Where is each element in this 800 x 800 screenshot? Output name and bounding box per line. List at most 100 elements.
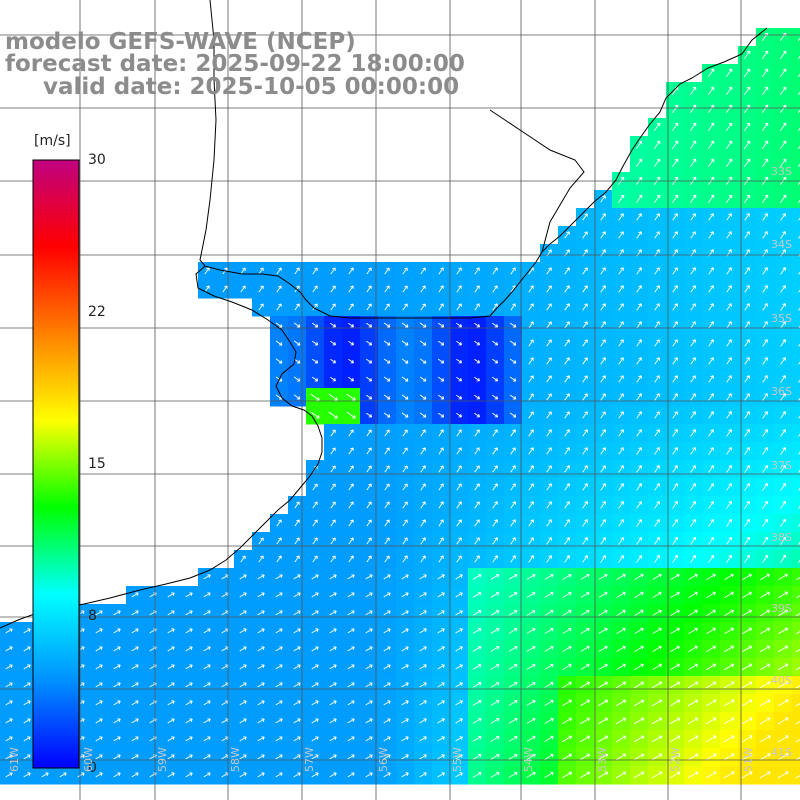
wind-arrow [724, 627, 735, 634]
wind-arrow [634, 591, 644, 598]
wind-arrow [651, 771, 663, 779]
wind-arrow [616, 717, 627, 725]
wind-arrow [689, 158, 697, 168]
wind-arrow [582, 303, 588, 311]
wind-arrow [185, 736, 193, 742]
wind-arrow [438, 465, 444, 473]
wind-arrow [348, 537, 354, 545]
wind-arrow [347, 772, 355, 778]
wind-arrow [528, 393, 534, 401]
wind-arrow [741, 681, 753, 689]
wind-arrow [508, 681, 518, 688]
wind-arrow [456, 412, 463, 418]
wind-arrow [437, 718, 445, 724]
wind-arrow [401, 646, 409, 652]
wind-arrow [402, 429, 408, 437]
wind-arrow [275, 592, 283, 598]
wind-arrow [366, 465, 372, 473]
wind-arrow [798, 523, 800, 527]
wind-arrow [618, 519, 624, 527]
wind-arrow [633, 771, 645, 779]
wind-vector-field [5, 32, 800, 779]
wind-arrow [456, 322, 463, 328]
wind-arrow [654, 465, 660, 473]
wind-arrow [472, 753, 482, 760]
wind-arrow [23, 646, 31, 652]
wind-arrow [348, 376, 355, 382]
wind-cell [792, 46, 800, 65]
wind-arrow [672, 375, 678, 383]
wind-arrow [744, 465, 750, 473]
wind-arrow [420, 447, 426, 455]
wind-arrow [383, 610, 391, 616]
wind-arrow [257, 700, 265, 706]
wind-arrow [743, 68, 751, 78]
wind-arrow [797, 37, 800, 42]
wind-arrow [779, 68, 787, 78]
wind-arrow [131, 628, 139, 634]
wind-arrow [636, 303, 642, 311]
wind-arrow [526, 699, 536, 706]
wind-arrow [544, 573, 554, 580]
wind-arrow [690, 501, 696, 509]
wind-arrow [669, 717, 681, 725]
wind-arrow [275, 772, 283, 778]
wind-arrow [762, 482, 768, 491]
wind-arrow [636, 267, 642, 275]
wind-arrow [687, 681, 699, 689]
wind-arrow [275, 646, 283, 652]
wind-arrow [294, 501, 300, 509]
wind-arrow [401, 592, 409, 598]
wind-arrow [633, 717, 645, 725]
wind-arrow [598, 645, 608, 652]
wind-arrow [798, 505, 800, 509]
wind-arrow [365, 682, 373, 688]
wind-arrow [347, 610, 355, 616]
wind-arrow [365, 718, 373, 724]
wind-arrow [562, 681, 572, 688]
wind-arrow [366, 267, 372, 275]
wind-arrow [798, 397, 800, 401]
wind-arrow [726, 339, 732, 347]
wind-arrow [707, 122, 715, 132]
wind-arrow [654, 519, 660, 527]
wind-arrow [706, 627, 716, 634]
wind-arrow [634, 681, 645, 689]
wind-arrow [653, 194, 661, 204]
wind-arrow [780, 213, 786, 221]
wind-arrow [330, 429, 336, 437]
wind-arrow [744, 447, 750, 455]
wind-cell [792, 28, 800, 47]
wind-arrow [546, 303, 552, 311]
wind-arrow [582, 375, 588, 383]
wind-arrow [419, 736, 427, 742]
wind-arrow [651, 681, 663, 689]
wind-arrow [779, 86, 787, 96]
wind-arrow [689, 140, 697, 150]
wind-arrow [509, 394, 517, 400]
wind-arrow [312, 483, 318, 491]
wind-arrow [546, 555, 552, 563]
wind-arrow [726, 357, 732, 365]
wind-arrow [580, 717, 591, 725]
wind-arrow [419, 682, 427, 688]
wind-arrow [798, 415, 800, 419]
wind-arrow [526, 771, 536, 778]
wind-cell [792, 244, 800, 263]
wind-arrow [113, 646, 121, 652]
wind-arrow [456, 555, 462, 563]
wind-arrow [546, 537, 552, 545]
wind-arrow [744, 393, 750, 401]
wind-arrow [474, 501, 480, 509]
wind-arrow [472, 573, 482, 580]
wind-arrow [293, 340, 301, 346]
wind-arrow [652, 609, 662, 616]
wind-arrow [762, 536, 769, 545]
wind-arrow [762, 357, 768, 365]
wind-arrow [797, 199, 800, 204]
wind-arrow [293, 394, 301, 400]
wind-arrow [564, 465, 570, 473]
wind-arrow [580, 591, 590, 598]
wind-arrow [564, 537, 570, 545]
